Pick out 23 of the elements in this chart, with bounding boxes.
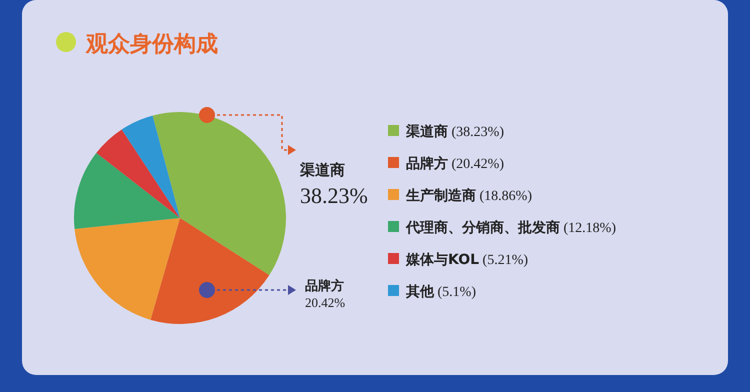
pie-slice [96,129,180,218]
legend-label: 生产制造商 [406,188,476,204]
legend-label: 渠道商 [406,124,448,140]
pie-slice [150,218,270,324]
data-label: (5.1%) [434,285,476,300]
data-label: (18.86%) [476,189,532,204]
legend-label: 品牌方 [406,156,448,172]
data-label: (5.21%) [479,253,528,268]
data-label: (12.18%) [560,221,616,236]
pie-slice [74,152,180,230]
pie-slice [152,112,286,276]
pie-slice [74,218,180,320]
text: 38.23% [300,183,368,208]
legend-label: 代理商、分销商、批发商 [406,220,560,236]
data-label: (38.23%) [448,125,504,140]
text: 渠道商 [299,161,345,179]
pie-slice [122,116,180,218]
data-label: (20.42%) [448,157,504,172]
legend-label: 媒体与KOL [406,252,480,268]
text: 20.42% [305,295,346,310]
text: 品牌方 [305,278,344,294]
chart-title: 观众身份构成 [85,32,218,57]
legend-label: 其他 [406,284,434,300]
